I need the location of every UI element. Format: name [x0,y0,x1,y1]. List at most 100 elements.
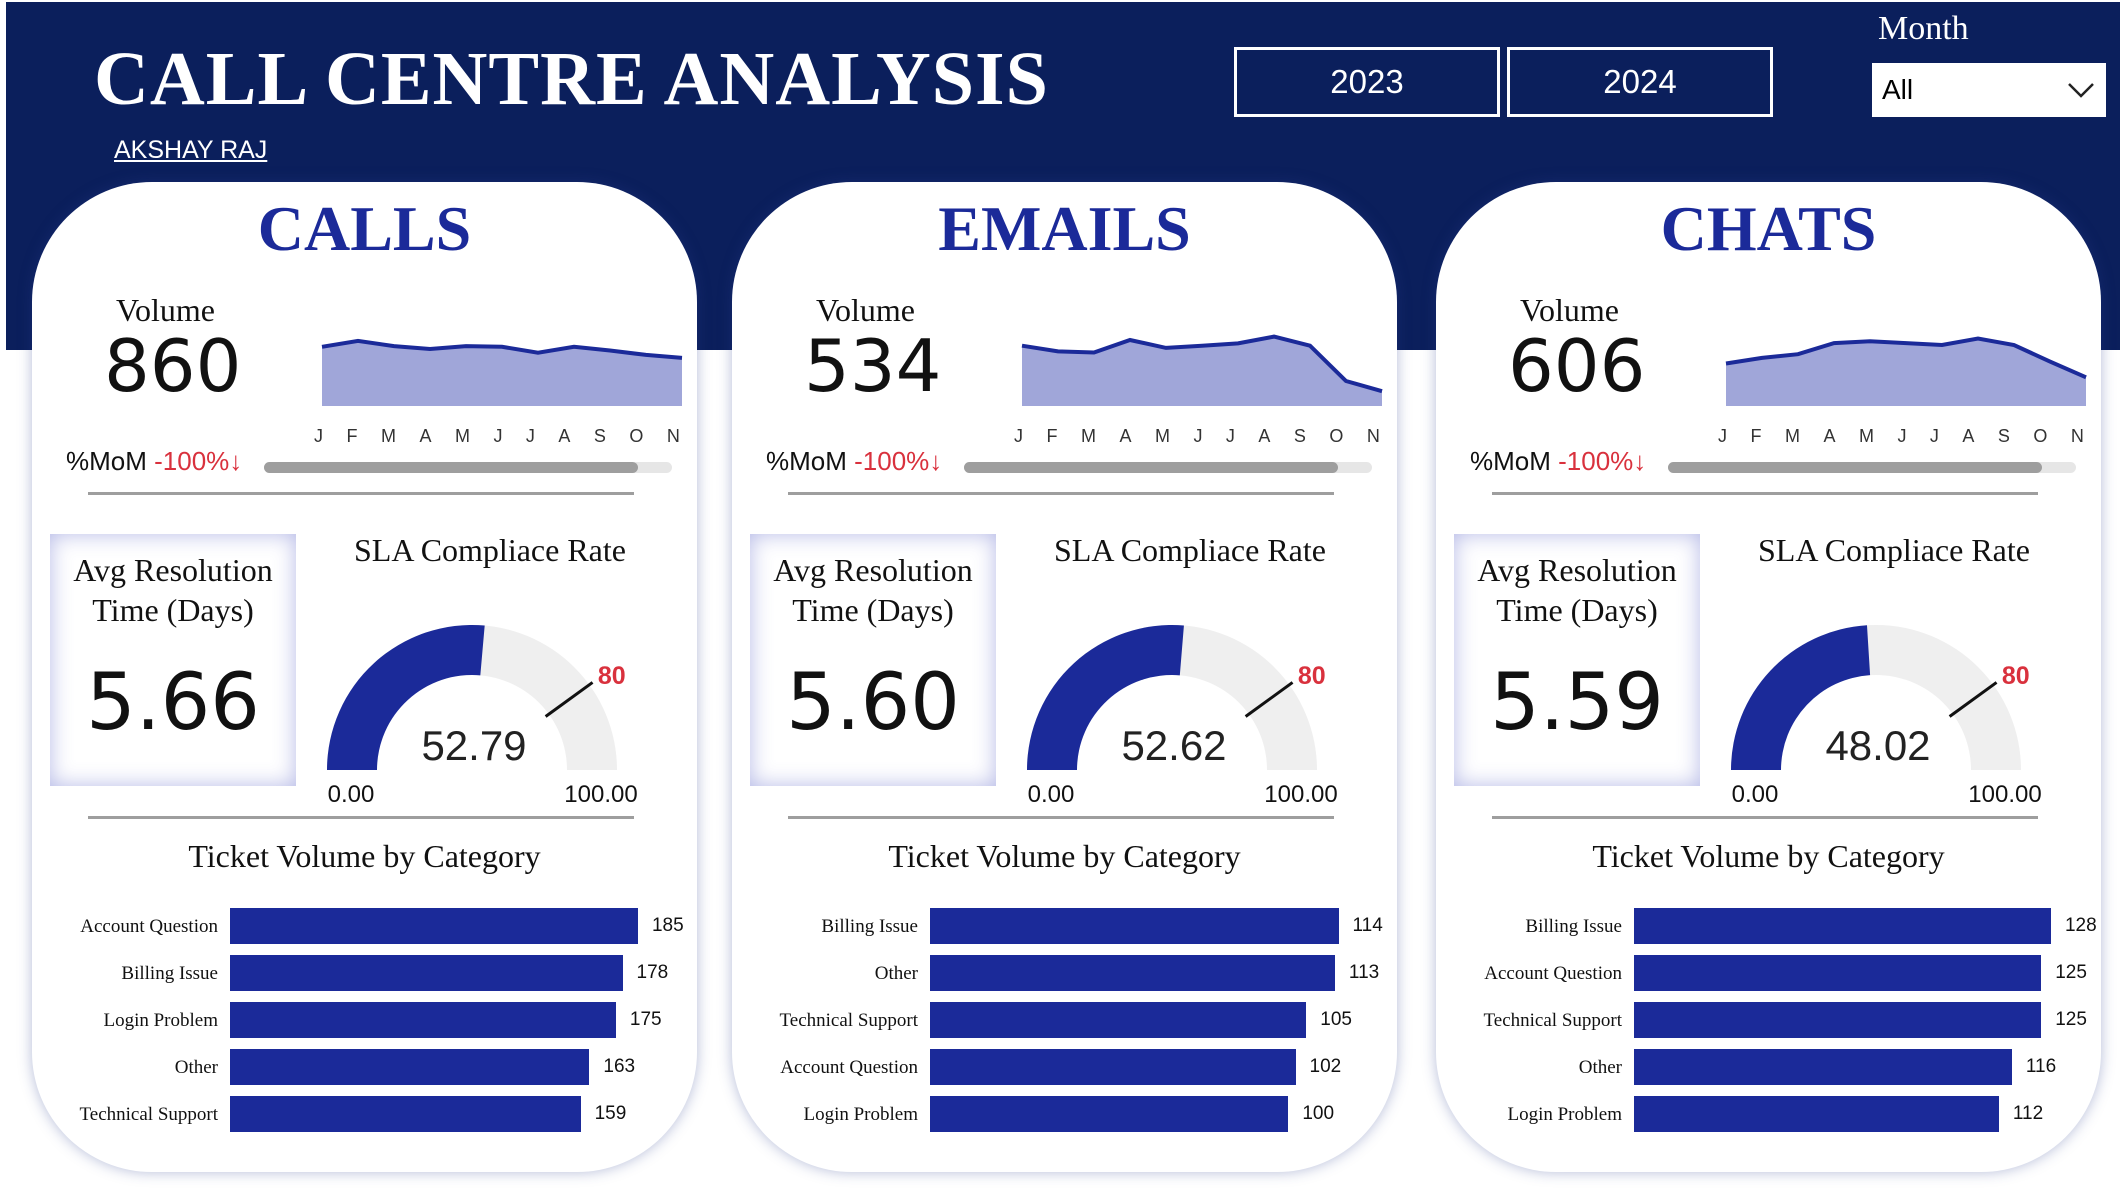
avg-resolution-label-line-2: Time (Days) [1496,592,1658,628]
scrollbar-thumb[interactable] [1668,462,2042,473]
avg-resolution-value: 5.59 [1490,658,1664,748]
category-value: 116 [2025,1056,2057,1077]
category-value: 105 [1320,1009,1352,1030]
month-tick: M [380,426,396,446]
mom-value: -100%↓ [854,446,943,476]
avg-resolution-value: 5.66 [86,658,260,748]
month-tick: F [1750,426,1762,446]
avg-resolution-box: Avg Resolution Time (Days) 5.59 [1454,534,1700,786]
avg-resolution-label-line-1: Avg Resolution [773,552,973,588]
gauge-target-label: 80 [598,662,626,690]
category-value: 178 [636,962,669,983]
section-divider [1492,816,2038,819]
avg-resolution-label-line-2: Time (Days) [792,592,954,628]
month-tick: M [454,426,470,446]
gauge-target-label: 80 [1298,662,1326,690]
month-filter-label: Month [1878,10,1969,47]
mom-label: %MoM [766,446,847,476]
volume-trend-chart [1021,334,1383,406]
channel-card-chats: CHATS Volume 606 J F M A M J J A S O N %MoM -100%↓… [1436,182,2101,1172]
gauge-max-label: 100.00 [1968,781,2041,804]
category-bar[interactable] [230,1096,581,1132]
category-value: 102 [1309,1056,1342,1077]
avg-resolution-label: Avg Resolution Time (Days) [1454,550,1700,630]
month-tick: J [314,426,323,446]
category-bar[interactable] [930,1002,1307,1038]
category-value: 185 [651,915,684,936]
gauge-target-marker [544,681,594,718]
month-tick: O [629,426,644,446]
gauge-max-label: 100.00 [1264,781,1337,804]
sla-gauge: 80 52.62 0.00 100.00 [1027,624,1338,804]
volume-label: Volume [1520,292,1619,328]
gauge-fill [327,625,485,770]
gauge-target-label: 80 [2002,662,2030,690]
month-dropdown-value: All [1882,74,1914,105]
avg-resolution-box: Avg Resolution Time (Days) 5.66 [50,534,296,786]
month-dropdown[interactable]: All [1872,63,2106,117]
month-tick: J [1897,426,1907,446]
gauge-target-marker [1948,681,1998,718]
category-bar[interactable] [930,908,1339,944]
channel-card-emails: EMAILS Volume 534 J F M A M J J A S O N %MoM -100%… [732,182,1397,1172]
month-tick: A [558,426,571,446]
category-bar[interactable] [230,955,623,991]
category-bar[interactable] [930,1096,1289,1132]
avg-resolution-label: Avg Resolution Time (Days) [750,550,996,630]
category-label: Technical Support [79,1104,219,1125]
author-link[interactable]: AKSHAY RAJ [114,136,268,164]
sla-title: SLA Compliace Rate [1054,532,1326,568]
volume-trend-chart [1725,336,2087,406]
gauge-value: 52.79 [421,722,526,769]
category-label: Billing Issue [121,963,218,984]
category-bar-chart: Billing Issue 128 Account Question 125 Techn… [1436,908,2101,1148]
category-label: Other [874,963,918,984]
category-bar[interactable] [1634,908,2051,944]
mom-indicator: %MoM -100%↓ [1470,446,1646,477]
year-button-2023[interactable]: 2023 [1234,47,1500,117]
trend-scrollbar[interactable] [264,462,672,473]
mom-value: -100%↓ [154,446,243,476]
gauge-target-marker [1244,681,1294,718]
category-bar[interactable] [1634,1002,2042,1038]
avg-resolution-box: Avg Resolution Time (Days) 5.60 [750,534,996,786]
trend-scrollbar[interactable] [1668,462,2076,473]
volume-area [322,340,682,406]
gauge-value: 52.62 [1121,722,1226,769]
year-button-2024[interactable]: 2024 [1507,47,1773,117]
category-bar[interactable] [930,1049,1296,1085]
category-value: 114 [1352,915,1383,936]
category-bar[interactable] [1634,955,2042,991]
trend-scrollbar[interactable] [964,462,1372,473]
avg-resolution-value: 5.60 [786,658,960,748]
category-label: Technical Support [1483,1010,1623,1031]
month-tick: J [1225,426,1235,446]
scrollbar-thumb[interactable] [264,462,638,473]
month-tick: S [1997,426,2010,446]
month-tick: M [1080,426,1096,446]
sla-gauge: 80 48.02 0.00 100.00 [1731,624,2042,804]
category-bar[interactable] [1634,1096,1999,1132]
category-bar[interactable] [230,1002,616,1038]
month-tick: M [1154,426,1170,446]
section-divider [788,816,1334,819]
category-bar[interactable] [230,908,638,944]
category-label: Account Question [1484,963,1622,984]
category-label: Login Problem [103,1010,218,1031]
gauge-min-label: 0.00 [328,781,375,804]
avg-resolution-label-line-1: Avg Resolution [1477,552,1677,588]
mom-label: %MoM [66,446,147,476]
scrollbar-thumb[interactable] [964,462,1338,473]
mom-indicator: %MoM -100%↓ [766,446,942,477]
category-bar[interactable] [230,1049,590,1085]
month-tick: A [1119,426,1132,446]
sla-title: SLA Compliace Rate [1758,532,2030,568]
card-title: EMAILS [938,193,1191,264]
card-title: CHATS [1660,193,1877,264]
month-tick: N [666,426,680,446]
category-bar[interactable] [1634,1049,2012,1085]
category-bar[interactable] [930,955,1335,991]
